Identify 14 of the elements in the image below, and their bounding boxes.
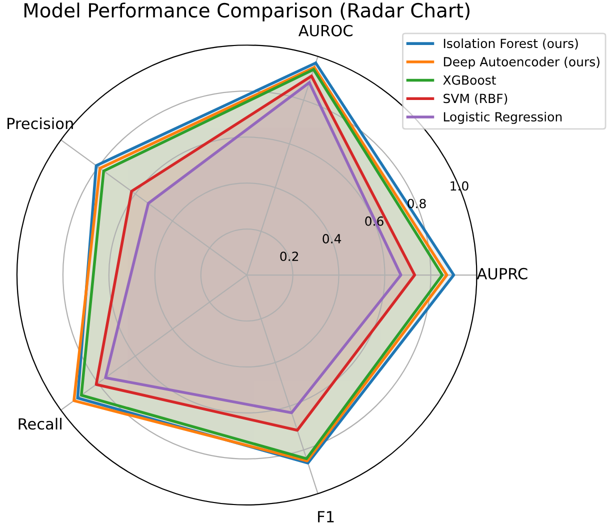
legend-label: SVM (RBF)	[444, 94, 508, 105]
legend-label: Logistic Regression	[444, 112, 562, 124]
y-tick-label: 0.2	[280, 252, 298, 262]
legend-label: Deep Autoencoder (ours)	[444, 56, 600, 69]
y-tick-label: 0.4	[322, 234, 342, 244]
spoke-label: AUROC	[298, 24, 352, 36]
spoke-label: AUPRC	[476, 268, 528, 280]
y-tick-label: 0.6	[365, 216, 384, 226]
spoke-label: Recall	[18, 418, 62, 430]
legend-label: XGBoost	[443, 75, 496, 85]
spoke-label: F1	[318, 511, 334, 522]
spoke-label: Precision	[8, 117, 73, 130]
chart-title: Model Performance Comparison (Radar Chart)	[24, 2, 470, 22]
legend-label: Isolation Forest (ours)	[444, 38, 578, 50]
